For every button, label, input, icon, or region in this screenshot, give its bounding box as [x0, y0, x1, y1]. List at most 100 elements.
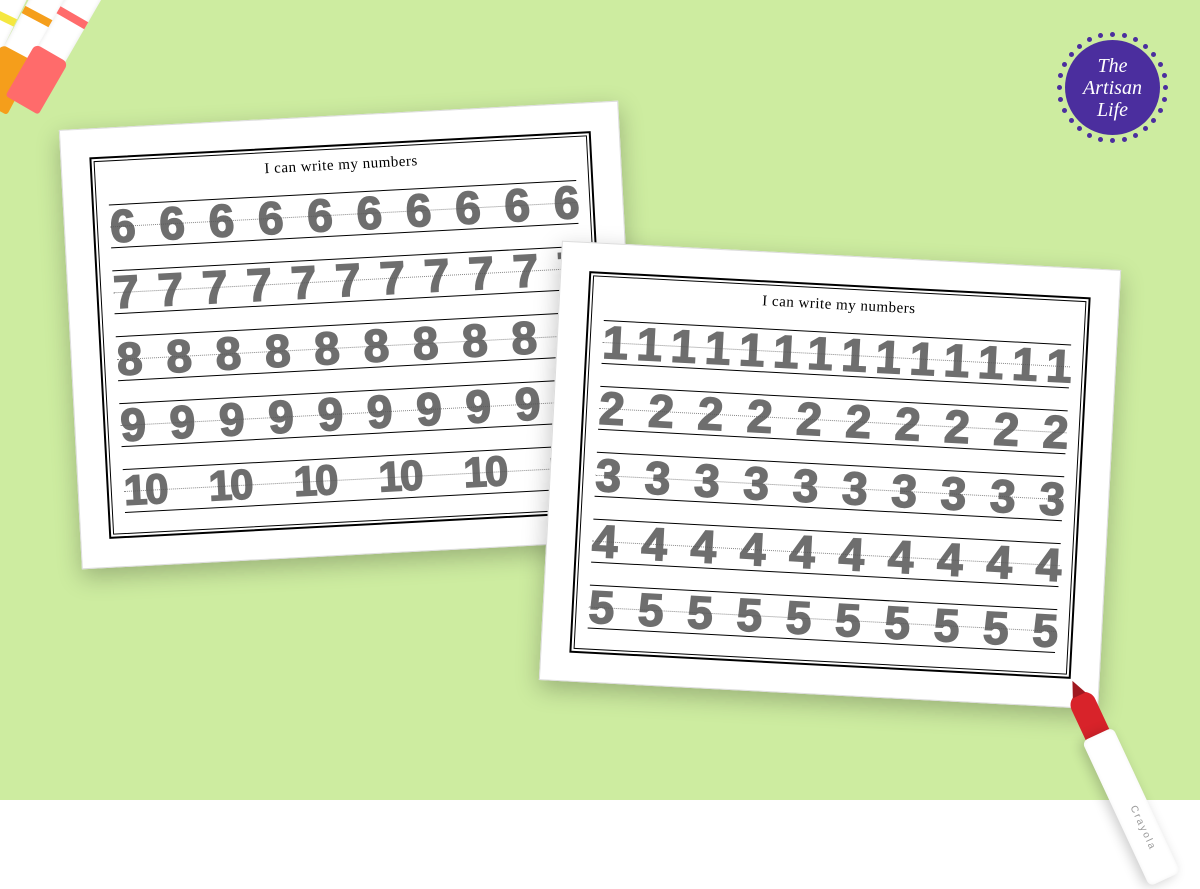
traced-digit: 9	[168, 398, 194, 445]
traced-digit: 1	[704, 324, 730, 371]
traced-digit: 2	[943, 403, 969, 450]
traced-digit: 1	[977, 339, 1003, 386]
traced-digit: 4	[788, 528, 814, 575]
traced-digit: 1	[1045, 342, 1071, 389]
traced-digit: 9	[119, 401, 145, 448]
traced-digit: 8	[510, 314, 536, 361]
logo-line3: Life	[1097, 99, 1128, 121]
traced-digit: 6	[207, 197, 233, 244]
traced-digit: 6	[454, 184, 480, 231]
traced-digit: 8	[461, 316, 487, 363]
traced-digit: 9	[366, 388, 392, 435]
traced-digit: 1	[670, 323, 696, 370]
traced-digit: 1	[738, 326, 764, 373]
traced-digit: 10	[462, 450, 507, 494]
traced-digit: 5	[637, 586, 663, 633]
traced-digit: 4	[640, 520, 666, 567]
traced-digit: 8	[165, 332, 191, 379]
traced-digit: 5	[736, 591, 762, 638]
traced-digit: 4	[690, 523, 716, 570]
traced-digit: 2	[795, 395, 821, 442]
traced-digit: 10	[208, 463, 253, 507]
traced-digit: 4	[936, 535, 962, 582]
logo-line2: Artisan	[1083, 77, 1142, 99]
traced-digit: 2	[894, 401, 920, 448]
traced-digit: 1	[772, 328, 798, 375]
traced-digit: 7	[512, 247, 538, 294]
traced-digit: 7	[290, 259, 316, 306]
traced-digit: 3	[742, 459, 768, 506]
traced-digit: 7	[423, 252, 449, 299]
traced-digit: 9	[316, 390, 342, 437]
traced-digit: 4	[1035, 541, 1061, 588]
traced-digit: 6	[109, 202, 135, 249]
traced-digit: 5	[883, 599, 909, 646]
traced-digit: 3	[940, 469, 966, 516]
traced-digit: 8	[313, 324, 339, 371]
traced-digit: 4	[887, 533, 913, 580]
traced-digit: 7	[379, 254, 405, 301]
traced-digit: 2	[697, 390, 723, 437]
traced-digit: 2	[598, 385, 624, 432]
traced-digit: 5	[785, 594, 811, 641]
traced-digit: 3	[1038, 475, 1064, 522]
traced-digit: 7	[245, 261, 271, 308]
traced-digit: 10	[378, 454, 423, 498]
traced-digit: 1	[840, 332, 866, 379]
traced-digit: 5	[982, 604, 1008, 651]
traced-digit: 6	[355, 189, 381, 236]
traced-digit: 7	[157, 266, 183, 313]
worksheet-1-to-5: I can write my numbers 11111111111111222…	[539, 241, 1121, 710]
traced-digit: 7	[112, 268, 138, 315]
traced-digit: 1	[909, 335, 935, 382]
traced-digit: 1	[874, 333, 900, 380]
traced-digit: 2	[746, 393, 772, 440]
traced-digit: 2	[647, 388, 673, 435]
traced-digit: 7	[467, 250, 493, 297]
traced-digit: 10	[293, 459, 338, 503]
traced-digit: 1	[943, 337, 969, 384]
traced-digit: 3	[595, 451, 621, 498]
traced-digit: 9	[514, 380, 540, 427]
traced-digit: 6	[158, 200, 184, 247]
traced-digit: 4	[591, 517, 617, 564]
traced-digit: 3	[989, 472, 1015, 519]
traced-digit: 5	[686, 589, 712, 636]
traced-digit: 8	[412, 319, 438, 366]
traced-digit: 1	[1011, 341, 1037, 388]
traced-digit: 9	[415, 385, 441, 432]
traced-digit: 2	[845, 398, 871, 445]
traced-digit: 4	[986, 538, 1012, 585]
traced-digit: 7	[201, 264, 227, 311]
traced-digit: 3	[841, 464, 867, 511]
traced-digit: 6	[306, 192, 332, 239]
traced-digit: 9	[218, 395, 244, 442]
traced-digit: 4	[838, 530, 864, 577]
traced-digit: 8	[264, 327, 290, 374]
traced-digit: 4	[739, 525, 765, 572]
traced-digit: 1	[806, 330, 832, 377]
traced-digit: 8	[116, 335, 142, 382]
traced-digit: 6	[257, 195, 283, 242]
traced-digit: 6	[553, 179, 579, 226]
traced-digit: 2	[1042, 408, 1068, 455]
traced-digit: 3	[890, 467, 916, 514]
traced-digit: 6	[405, 187, 431, 234]
traced-digit: 5	[834, 596, 860, 643]
traced-digit: 10	[123, 468, 168, 512]
traced-digit: 8	[362, 322, 388, 369]
traced-digit: 7	[334, 257, 360, 304]
logo-badge: The Artisan Life	[1055, 30, 1170, 145]
traced-digit: 9	[464, 383, 490, 430]
traced-digit: 2	[992, 406, 1018, 453]
traced-digit: 5	[933, 602, 959, 649]
traced-digit: 6	[503, 182, 529, 229]
traced-digit: 1	[601, 319, 627, 366]
traced-digit: 9	[267, 393, 293, 440]
traced-digit: 8	[214, 329, 240, 376]
traced-digit: 1	[636, 321, 662, 368]
traced-digit: 3	[693, 456, 719, 503]
traced-digit: 3	[792, 462, 818, 509]
marker-label: Crayola	[1128, 804, 1158, 853]
traced-digit: 5	[588, 583, 614, 630]
